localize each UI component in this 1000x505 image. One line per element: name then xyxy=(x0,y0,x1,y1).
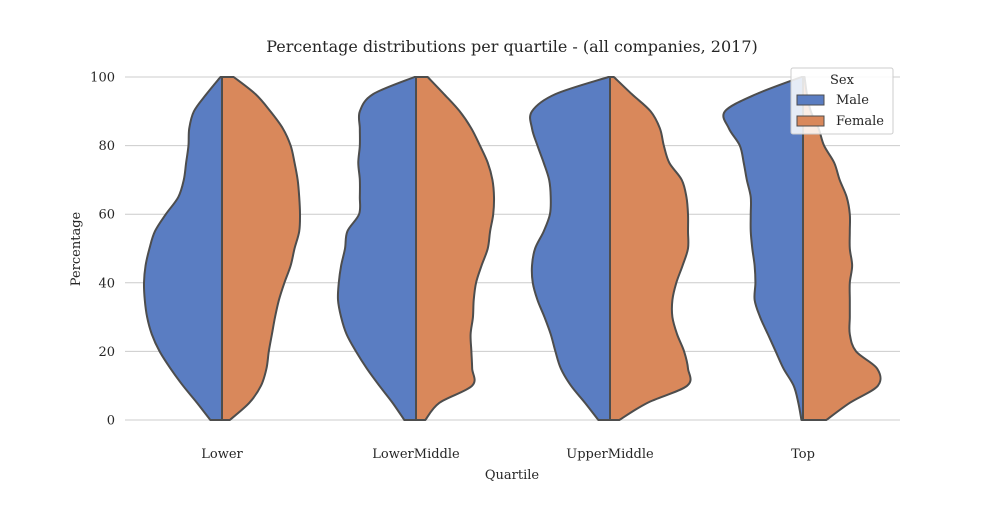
chart-title: Percentage distributions per quartile - … xyxy=(266,37,758,56)
violin-male-lower xyxy=(142,76,223,421)
x-tick-label: LowerMiddle xyxy=(372,447,460,462)
violin-male-uppermiddle xyxy=(529,76,611,421)
y-tick-label: 100 xyxy=(90,71,115,86)
legend-title: Sex xyxy=(830,73,855,88)
violin-female-uppermiddle xyxy=(609,76,692,421)
x-tick-label: Top xyxy=(791,447,815,462)
legend: Sex Male Female xyxy=(790,67,894,135)
y-axis-ticks: 0 20 40 60 80 100 xyxy=(90,71,115,429)
x-axis-ticks: Lower LowerMiddle UpperMiddle Top xyxy=(201,447,815,462)
legend-swatch-male xyxy=(796,94,825,106)
y-tick-label: 40 xyxy=(98,276,115,291)
violin-female-lowermiddle xyxy=(415,76,496,421)
violin-male-top xyxy=(722,76,804,421)
legend-label-female: Female xyxy=(836,114,884,129)
legend-swatch-female xyxy=(796,115,825,127)
violin-female-lower xyxy=(221,76,302,421)
y-tick-label: 0 xyxy=(107,414,115,429)
y-tick-label: 60 xyxy=(98,208,115,223)
y-tick-label: 80 xyxy=(98,139,115,154)
x-axis-label: Quartile xyxy=(485,468,540,483)
legend-label-male: Male xyxy=(836,93,869,108)
y-axis-label: Percentage xyxy=(69,211,84,286)
x-tick-label: Lower xyxy=(201,447,243,462)
y-tick-label: 20 xyxy=(98,345,115,360)
violin-male-lowermiddle xyxy=(336,76,417,421)
violins xyxy=(142,76,882,421)
x-tick-label: UpperMiddle xyxy=(566,447,654,462)
